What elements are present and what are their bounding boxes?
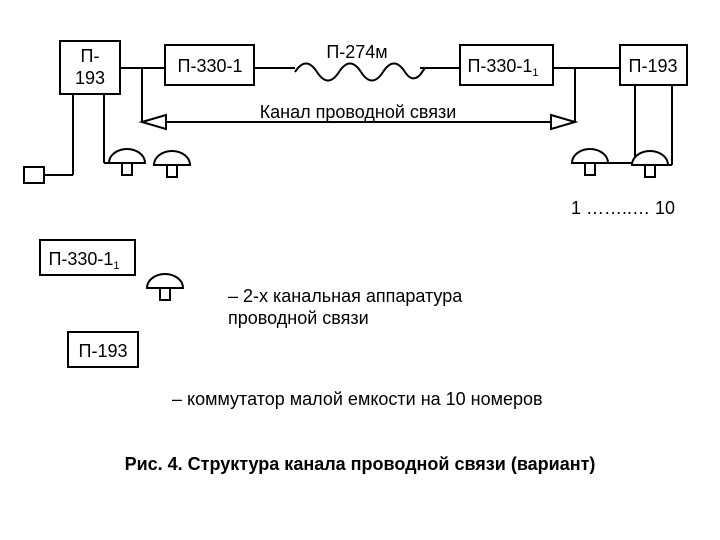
box-p193-left-label-2: 193 — [75, 68, 105, 88]
mushroom-icon — [572, 149, 608, 175]
mushroom-icon — [109, 149, 145, 175]
box-p193-right: П-193 — [620, 45, 687, 85]
legend-box-p193: П-193 — [68, 332, 138, 367]
connector-2b — [420, 68, 425, 75]
box-p193-left-label-1: П- — [81, 46, 100, 66]
top-chain: П- 193 П-330-1 П-274м П-330-11 П-193 — [60, 41, 687, 94]
mushroom-icon — [147, 274, 183, 300]
channel-label: Канал проводной связи — [260, 102, 457, 122]
legend: П-330-11 – 2-х канальная аппаратура пров… — [40, 240, 543, 409]
legend-text-2: – коммутатор малой емкости на 10 номеров — [172, 389, 543, 409]
legend-text-1-line1: – 2-х канальная аппаратура — [228, 286, 463, 306]
wavy-cable — [295, 64, 420, 81]
legend-box-p330-11: П-330-11 — [40, 240, 135, 275]
diagram-canvas: П- 193 П-330-1 П-274м П-330-11 П-193 — [0, 0, 720, 540]
figure-caption: Рис. 4. Структура канала проводной связи… — [125, 454, 596, 474]
legend-p330-11-label: П-330-11 — [48, 249, 119, 272]
legend-text-1-line2: проводной связи — [228, 308, 369, 328]
label-p274m: П-274м — [326, 42, 387, 62]
box-p330-1-label: П-330-1 — [178, 56, 243, 76]
box-p193-right-label: П-193 — [629, 56, 678, 76]
range-label: 1 ……..… 10 — [571, 198, 675, 218]
box-p193-left: П- 193 — [60, 41, 120, 94]
mushroom-icon — [154, 151, 190, 177]
box-p330-11-right: П-330-11 — [460, 45, 553, 85]
legend-p193-label: П-193 — [79, 341, 128, 361]
box-p330-11-right-label: П-330-11 — [467, 56, 538, 79]
mushroom-icon — [632, 151, 668, 177]
box-p330-1: П-330-1 — [165, 45, 254, 85]
terminal-left-rect — [24, 167, 44, 183]
